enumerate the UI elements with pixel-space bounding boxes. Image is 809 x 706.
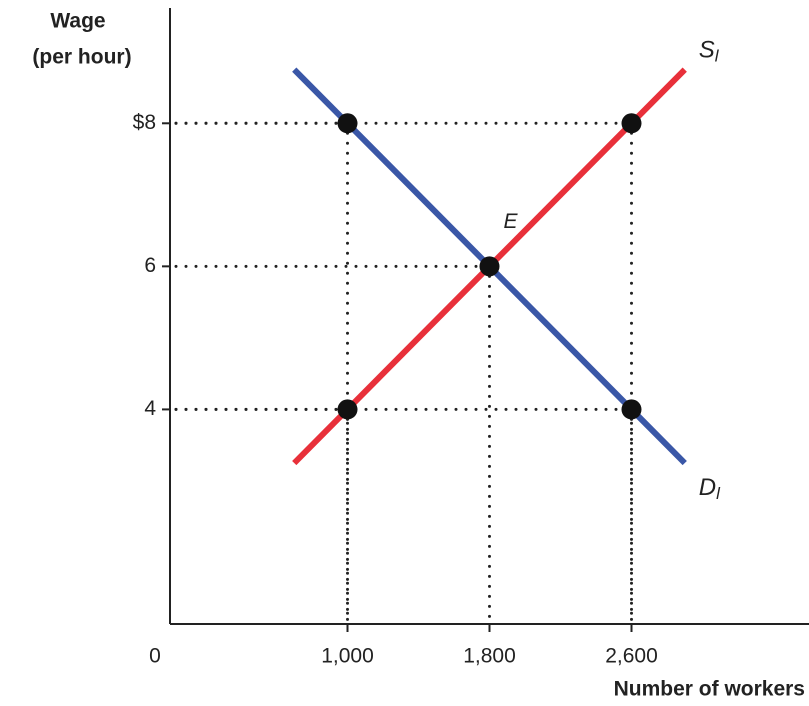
y-tick-label: 6 (144, 254, 156, 277)
y-tick-label: 4 (144, 397, 156, 420)
y-axis-label: (per hour) (32, 46, 131, 69)
legend-subscript: l (715, 47, 720, 66)
point (337, 399, 358, 420)
point (479, 256, 500, 277)
legend-label: Sl (699, 37, 720, 66)
y-tick-label: $8 (133, 111, 156, 134)
annotation: E (504, 210, 519, 233)
point (621, 113, 642, 134)
x-tick-label: 1,800 (463, 645, 516, 668)
origin-label: 0 (149, 645, 161, 668)
point (621, 399, 642, 420)
x-axis-label: Number of workers (614, 678, 805, 701)
legend-label: Dl (699, 474, 721, 503)
x-tick-label: 2,600 (605, 645, 658, 668)
x-tick-label: 1,000 (321, 645, 374, 668)
legend-subscript: l (716, 485, 721, 504)
legend-name: D (699, 474, 716, 501)
legend-name: S (699, 37, 715, 64)
y-axis-label: Wage (50, 10, 105, 33)
point (337, 113, 358, 134)
